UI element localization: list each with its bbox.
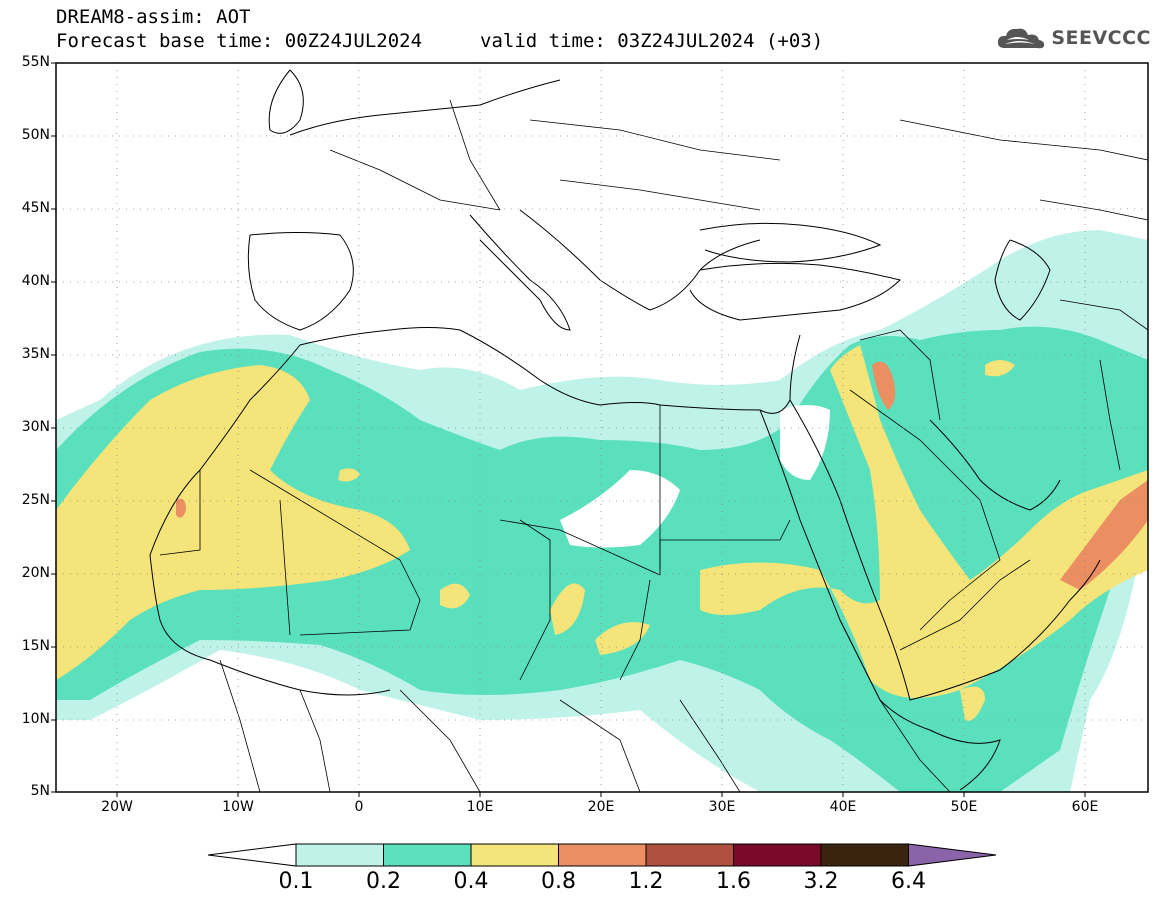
lat-label-15n: 15N: [21, 638, 50, 654]
lon-label-10e: 10E: [466, 799, 494, 815]
aot-shading: [56, 230, 1148, 792]
coast-balkans: [519, 209, 761, 311]
lat-label-55n: 55N: [21, 54, 50, 70]
border-central-africa-2: [559, 699, 641, 792]
lat-label-50n: 50N: [21, 127, 50, 143]
border-saudi: [849, 389, 1001, 631]
colorbar-label-3.2: 3.2: [803, 869, 839, 894]
map-title: DREAM8-assim: AOT: [56, 6, 251, 28]
colorbar-label-0.2: 0.2: [366, 869, 401, 894]
colorbar-label-0.1: 0.1: [278, 869, 314, 894]
border-europe-3: [529, 119, 781, 161]
aot-band-0.4-chad: [550, 583, 585, 635]
lon-label-60e: 60E: [1071, 799, 1099, 815]
seevccc-logo: SEEVCCC: [995, 24, 1151, 52]
coast-arabia-south: [999, 559, 1101, 671]
border-mauritania: [279, 499, 291, 636]
lon-label-20w: 20W: [101, 799, 133, 815]
coast-red-sea: [759, 409, 931, 731]
base-time-label: Forecast base time: 00Z24JUL2024: [56, 30, 423, 52]
lat-label-25n: 25N: [21, 492, 50, 508]
lat-label-45n: 45N: [21, 200, 50, 216]
aot-band-0.4-libya: [440, 583, 470, 609]
aot-band-0.4-somalia: [960, 686, 985, 721]
coast-africa-north: [149, 327, 761, 556]
coast-arabia-west: [789, 399, 1001, 701]
border-europe-2: [449, 99, 501, 211]
aot-band-0.4-west: [56, 365, 410, 680]
border-central-africa: [399, 689, 481, 792]
border-iraq-iran: [859, 329, 941, 421]
lat-label-30n: 30N: [21, 419, 50, 435]
border-algeria-mali: [249, 469, 421, 636]
axis-ticks: [51, 62, 1086, 797]
border-kazakh: [899, 119, 1148, 161]
coast-black-sea: [699, 222, 882, 263]
border-west-africa-2: [219, 659, 261, 792]
coast-iberia: [247, 232, 354, 331]
aot-hole-egypt: [560, 470, 680, 548]
border-sudan-chad: [619, 579, 651, 681]
lon-label-0: 0: [354, 799, 364, 815]
coast-turkey: [689, 262, 901, 321]
coast-europe-north: [289, 79, 561, 136]
coast-africa-west: [149, 554, 391, 696]
colorbar-label-6.4: 6.4: [891, 869, 926, 894]
border-central-asia: [1059, 299, 1148, 331]
aot-band-0.4-east: [700, 345, 1148, 698]
cloud-icon: [998, 28, 1045, 49]
border-ethiopia: [839, 619, 951, 792]
coast-italy: [469, 214, 571, 331]
border-niger-chad: [519, 519, 551, 681]
coast-caspian: [994, 239, 1051, 321]
border-sudan: [659, 519, 791, 575]
border-libya-chad: [499, 519, 661, 576]
lat-label-35n: 35N: [21, 346, 50, 362]
aot-band-0.8-oman: [1060, 480, 1148, 590]
border-europe-4: [559, 179, 761, 211]
colorbar-label-0.4: 0.4: [453, 869, 489, 894]
lat-label-5n: 5N: [30, 783, 50, 799]
lon-label-30e: 30E: [708, 799, 736, 815]
border-west-africa-3: [299, 689, 331, 792]
lat-label-40n: 40N: [21, 273, 50, 289]
lat-label-10n: 10N: [21, 711, 50, 727]
aot-band-0.4-mali: [338, 468, 360, 482]
border-europe-1: [329, 149, 501, 211]
border-yemen: [899, 559, 1031, 651]
colorbar-label-1.2: 1.2: [628, 869, 664, 894]
aot-band-0.4-iran: [985, 360, 1015, 377]
lon-label-40e: 40E: [829, 799, 857, 815]
border-iran-afghan: [1099, 359, 1121, 471]
logo-text: SEEVCCC: [1051, 27, 1151, 49]
aot-hole-arabia: [780, 405, 830, 480]
aot-band-0.4-chad2: [595, 622, 650, 655]
coast-gulf: [929, 419, 1061, 511]
colorbar-label-0.8: 0.8: [541, 869, 576, 894]
aot-band-0.8-iraq: [872, 361, 896, 410]
coastlines: [149, 69, 1101, 791]
lon-label-50e: 50E: [950, 799, 978, 815]
aot-band-0.8-sahara: [176, 498, 186, 518]
valid-time-label: valid time: 03Z24JUL2024 (+03): [480, 30, 824, 52]
border-caspian-east: [1039, 199, 1148, 221]
lon-label-10w: 10W: [222, 799, 254, 815]
coast-levant: [759, 334, 801, 414]
graticule: [56, 63, 1148, 792]
border-west-africa: [159, 470, 201, 556]
colorbar-label-1.6: 1.6: [716, 869, 751, 894]
coast-uk: [268, 69, 304, 134]
lon-label-20e: 20E: [587, 799, 615, 815]
lat-label-20n: 20N: [21, 565, 50, 581]
coast-horn: [929, 729, 1001, 791]
